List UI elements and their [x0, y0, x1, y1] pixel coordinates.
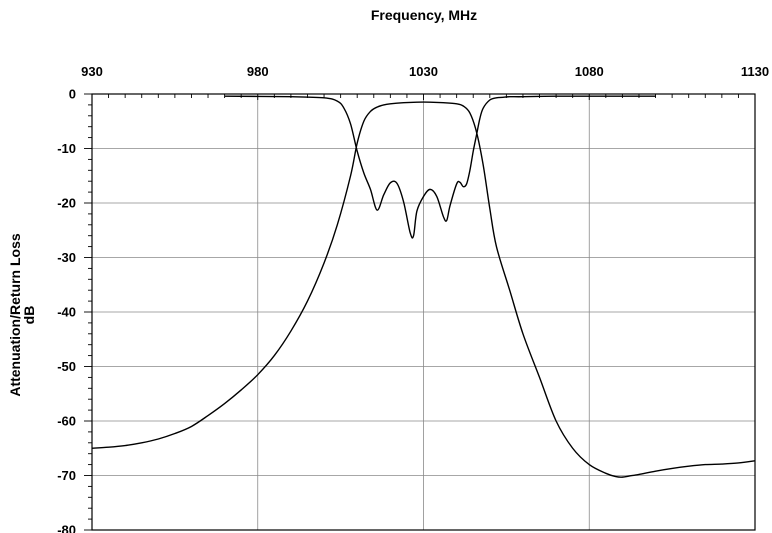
y-tick-label: -10: [57, 141, 76, 156]
x-tick-label: 930: [81, 64, 103, 79]
x-tick-label: 1080: [575, 64, 604, 79]
y-tick-label: -40: [57, 305, 76, 320]
x-tick-label: 1030: [409, 64, 438, 79]
grid: [92, 94, 755, 530]
y-axis-title-line2: dB: [21, 306, 37, 325]
x-tick-label: 1130: [741, 64, 769, 79]
y-tick-label: -60: [57, 414, 76, 429]
x-axis-title: Frequency, MHz: [371, 7, 477, 23]
return-loss-curve: [225, 96, 656, 238]
y-tick-label: -20: [57, 196, 76, 211]
x-tick-label: 980: [247, 64, 269, 79]
y-tick-labels: 0 -10 -20 -30 -40 -50 -60 -70 -80: [57, 87, 76, 533]
y-tick-label: -70: [57, 468, 76, 483]
y-tick-label: 0: [69, 87, 76, 102]
y-tick-label: -80: [57, 523, 76, 533]
y-tick-label: -30: [57, 250, 76, 265]
y-axis-title: Attenuation/Return Loss dB: [7, 233, 37, 397]
y-tick-label: -50: [57, 359, 76, 374]
x-tick-labels: 930 980 1030 1080 1130: [81, 64, 769, 79]
